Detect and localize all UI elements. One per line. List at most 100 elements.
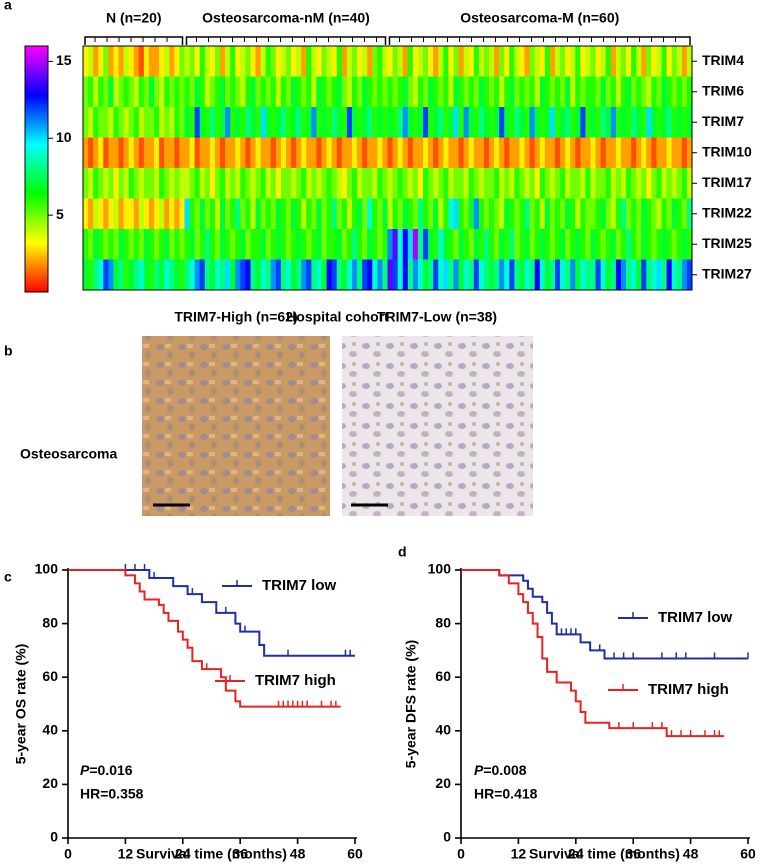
heatmap-cell	[494, 107, 500, 138]
heatmap-cell	[651, 198, 657, 230]
x-axis-label: Survival time (months)	[529, 846, 680, 862]
heatmap-cell	[372, 229, 378, 260]
heatmap-cell	[245, 198, 251, 230]
heatmap-cell	[651, 76, 657, 108]
heatmap-cell	[499, 76, 505, 108]
heatmap-cell	[387, 137, 393, 169]
heatmap-cell	[504, 76, 510, 108]
heatmap-cell	[214, 198, 221, 230]
heatmap-cell	[656, 259, 662, 291]
heatmap-cell	[392, 229, 399, 260]
heatmap-cell	[377, 137, 383, 169]
heatmap-cell	[453, 259, 459, 291]
heatmap-cell	[260, 76, 267, 108]
heatmap-cell	[661, 168, 668, 199]
x-tick-label: 12	[118, 846, 134, 862]
heatmap-cell	[423, 76, 429, 108]
heatmap-cell	[656, 229, 662, 260]
heatmap-cell	[443, 107, 449, 138]
heatmap-cell	[651, 46, 657, 77]
heatmap-cell	[98, 198, 104, 230]
heatmap-cell	[351, 46, 358, 77]
heatmap-cell	[509, 46, 515, 77]
heatmap-cell	[605, 76, 612, 108]
heatmap-cell	[214, 46, 221, 77]
heatmap-cell	[458, 137, 465, 169]
heatmap-cell	[321, 259, 327, 291]
heatmap-cell	[661, 259, 668, 291]
heatmap-cell	[174, 107, 180, 138]
x-tick-label: 48	[683, 846, 699, 862]
heatmap-cell	[138, 198, 145, 230]
colorbar-tick-label: 15	[56, 52, 72, 68]
heatmap-cell	[148, 46, 155, 77]
heatmap-cell	[301, 198, 307, 230]
heatmap-cell	[296, 198, 302, 230]
heatmap-cell	[504, 168, 510, 199]
heatmap-cell	[103, 137, 109, 169]
heatmap-cell	[483, 137, 490, 169]
heatmap-cell	[189, 229, 196, 260]
heatmap-cell	[209, 259, 216, 291]
heatmap-cell	[499, 259, 505, 291]
heatmap-cell	[189, 168, 196, 199]
heatmap-cell	[565, 259, 571, 291]
heatmap-cell	[651, 137, 657, 169]
heatmap-frame	[82, 45, 693, 291]
heatmap-cell	[220, 107, 226, 138]
heatmap-cell	[676, 229, 683, 260]
heatmap-cell	[311, 259, 317, 291]
heatmap-cell	[128, 46, 135, 77]
heatmap-cell	[382, 107, 388, 138]
heatmap-cell	[661, 46, 668, 77]
heatmap-cell	[570, 46, 576, 77]
heatmap-cell	[301, 137, 307, 169]
heatmap-cell	[250, 229, 256, 260]
ihc-image-low	[342, 336, 533, 516]
heatmap-cell	[331, 76, 338, 108]
heatmap-cell	[230, 76, 236, 108]
heatmap-cell	[433, 107, 439, 138]
heatmap-cell	[448, 229, 454, 260]
heatmap-cell	[529, 46, 536, 77]
heatmap-cell	[143, 137, 150, 169]
heatmap-cell	[174, 259, 180, 291]
heatmap-cell	[270, 76, 277, 108]
heatmap-cell	[280, 229, 287, 260]
heatmap-cell	[412, 76, 419, 108]
heatmap-cell	[580, 137, 586, 169]
heatmap-cell	[118, 168, 124, 199]
heatmap-cell	[357, 198, 363, 230]
heatmap-cell	[554, 168, 561, 199]
heatmap-cell	[245, 107, 251, 138]
heatmap-cell	[473, 46, 480, 77]
heatmap-cell	[88, 259, 94, 291]
panel-b-images	[142, 336, 533, 516]
heatmap-cell	[397, 198, 404, 230]
heatmap-cell	[560, 168, 566, 199]
heatmap-cell	[544, 137, 551, 169]
heatmap-cell	[656, 168, 662, 199]
heatmap-cell	[463, 137, 470, 169]
colorbar-tick-label: 5	[56, 206, 64, 222]
heatmap-cell	[311, 76, 317, 108]
heatmap-cell	[296, 229, 302, 260]
heatmap-cell	[615, 168, 622, 199]
heatmap-cell	[646, 46, 652, 77]
heatmap-cell	[280, 168, 287, 199]
heatmap-cell	[504, 259, 510, 291]
heatmap-cell	[595, 107, 602, 138]
heatmap-cell	[301, 229, 307, 260]
heatmap-cell	[387, 168, 393, 199]
heatmap-cell	[519, 107, 525, 138]
heatmap-cell	[214, 137, 221, 169]
heatmap-cell	[154, 259, 160, 291]
heatmap-cell	[412, 259, 419, 291]
heatmap-cell	[291, 168, 297, 199]
heatmap-cell	[549, 107, 556, 138]
heatmap-cell	[433, 46, 439, 77]
heatmap-cell	[174, 198, 180, 230]
heatmap-cell	[656, 198, 662, 230]
heatmap-cell	[580, 46, 586, 77]
heatmap-cell	[509, 168, 515, 199]
